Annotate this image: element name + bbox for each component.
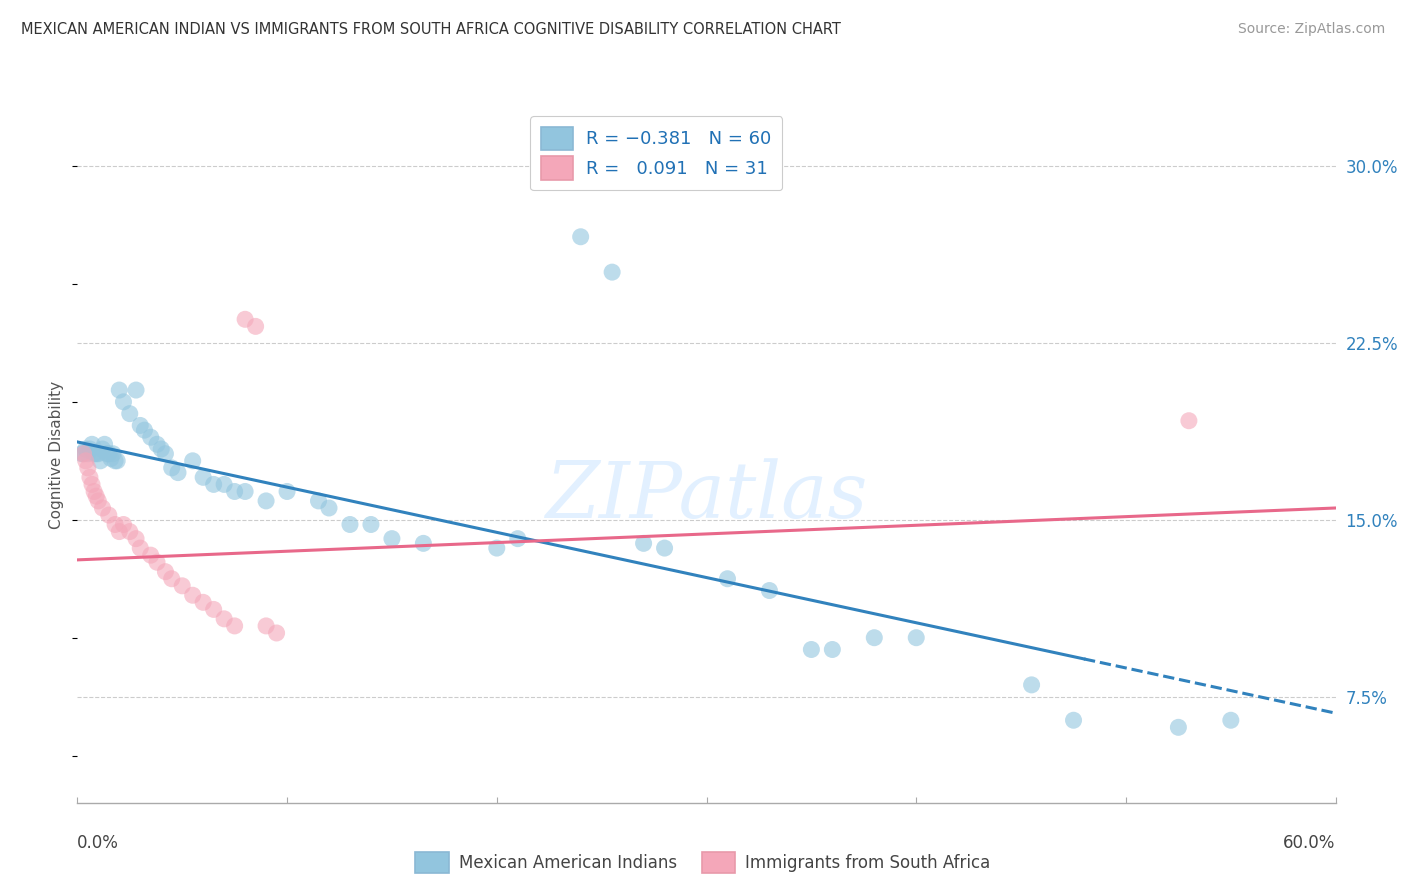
Point	[863, 631, 886, 645]
Text: Source: ZipAtlas.com: Source: ZipAtlas.com	[1237, 22, 1385, 37]
Point	[76, 461, 98, 475]
Y-axis label: Cognitive Disability: Cognitive Disability	[49, 381, 65, 529]
Point	[155, 565, 177, 579]
Point	[172, 579, 194, 593]
Point	[125, 383, 148, 397]
Point	[318, 500, 340, 515]
Point	[308, 494, 330, 508]
Point	[224, 484, 246, 499]
Point	[75, 454, 97, 468]
Point	[76, 447, 98, 461]
Point	[485, 541, 508, 555]
Text: MEXICAN AMERICAN INDIAN VS IMMIGRANTS FROM SOUTH AFRICA COGNITIVE DISABILITY COR: MEXICAN AMERICAN INDIAN VS IMMIGRANTS FR…	[21, 22, 841, 37]
Point	[79, 470, 101, 484]
Point	[276, 484, 298, 499]
Point	[181, 454, 204, 468]
Point	[181, 588, 204, 602]
Text: 60.0%: 60.0%	[1284, 834, 1336, 852]
Point	[167, 466, 190, 480]
Point	[360, 517, 382, 532]
Point	[212, 612, 235, 626]
Point	[100, 451, 122, 466]
Point	[506, 532, 529, 546]
Point	[89, 454, 111, 468]
Point	[160, 461, 183, 475]
Point	[129, 418, 152, 433]
Point	[716, 572, 738, 586]
Point	[112, 395, 135, 409]
Point	[654, 541, 676, 555]
Point	[80, 437, 103, 451]
Point	[108, 383, 131, 397]
Point	[118, 407, 141, 421]
Point	[254, 619, 277, 633]
Point	[108, 524, 131, 539]
Point	[1178, 414, 1201, 428]
Point	[84, 447, 107, 461]
Point	[412, 536, 434, 550]
Point	[139, 430, 162, 444]
Point	[129, 541, 152, 555]
Point	[118, 524, 141, 539]
Point	[202, 602, 225, 616]
Point	[150, 442, 173, 456]
Point	[70, 447, 93, 461]
Text: 0.0%: 0.0%	[77, 834, 120, 852]
Point	[91, 500, 114, 515]
Point	[191, 595, 215, 609]
Point	[93, 437, 115, 451]
Point	[146, 437, 169, 451]
Point	[254, 494, 277, 508]
Legend: R = −0.381   N = 60, R =   0.091   N = 31: R = −0.381 N = 60, R = 0.091 N = 31	[530, 116, 782, 191]
Point	[75, 442, 97, 456]
Point	[104, 454, 127, 468]
Text: ZIPatlas: ZIPatlas	[546, 458, 868, 535]
Point	[212, 477, 235, 491]
Legend: Mexican American Indians, Immigrants from South Africa: Mexican American Indians, Immigrants fro…	[409, 846, 997, 880]
Point	[821, 642, 844, 657]
Point	[339, 517, 361, 532]
Point	[381, 532, 404, 546]
Point	[97, 508, 120, 522]
Point	[1021, 678, 1043, 692]
Point	[160, 572, 183, 586]
Point	[758, 583, 780, 598]
Point	[125, 532, 148, 546]
Point	[101, 447, 124, 461]
Point	[83, 484, 105, 499]
Point	[1167, 720, 1189, 734]
Point	[84, 489, 107, 503]
Point	[191, 470, 215, 484]
Point	[245, 319, 267, 334]
Point	[266, 626, 288, 640]
Point	[104, 517, 127, 532]
Point	[233, 312, 256, 326]
Point	[79, 442, 101, 456]
Point	[134, 423, 156, 437]
Point	[72, 447, 94, 461]
Point	[155, 447, 177, 461]
Point	[87, 447, 110, 461]
Point	[80, 477, 103, 491]
Point	[224, 619, 246, 633]
Point	[1063, 713, 1085, 727]
Point	[633, 536, 655, 550]
Point	[600, 265, 623, 279]
Point	[800, 642, 823, 657]
Point	[83, 447, 105, 461]
Point	[905, 631, 928, 645]
Point	[96, 447, 118, 461]
Point	[202, 477, 225, 491]
Point	[72, 447, 94, 461]
Point	[569, 229, 592, 244]
Point	[233, 484, 256, 499]
Point	[91, 442, 114, 456]
Point	[112, 517, 135, 532]
Point	[105, 454, 128, 468]
Point	[146, 555, 169, 569]
Point	[97, 447, 120, 461]
Point	[139, 548, 162, 562]
Point	[1219, 713, 1241, 727]
Point	[87, 494, 110, 508]
